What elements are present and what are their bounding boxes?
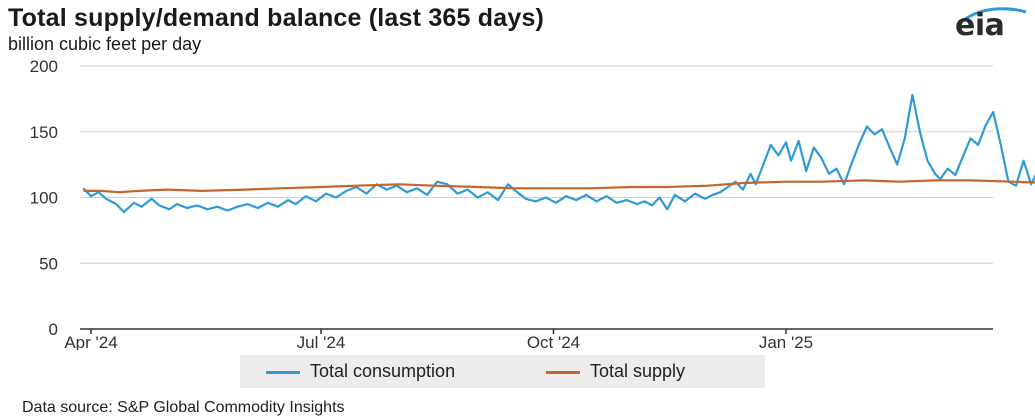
y-axis-ticks: 0 50 100 150 200 <box>30 57 58 339</box>
eia-logo-swoosh-icon <box>963 7 1027 22</box>
y-tick-label: 50 <box>39 254 58 273</box>
series-lines <box>82 93 1035 214</box>
eia-logo: eia <box>955 8 1005 43</box>
series-line-total-supply <box>83 179 1035 194</box>
legend-swatch-consumption <box>266 371 300 374</box>
chart-subtitle: billion cubic feet per day <box>8 34 202 54</box>
y-tick-label: 200 <box>30 57 58 76</box>
chart-legend: Total consumption Total supply <box>240 355 765 388</box>
legend-swatch-supply <box>546 371 580 374</box>
grid-lines <box>80 65 993 264</box>
x-tick-label: Oct '24 <box>527 333 580 350</box>
x-tick-label: Jan '25 <box>759 333 813 350</box>
data-source: Data source: S&P Global Commodity Insigh… <box>22 399 345 416</box>
x-tick-label: Apr '24 <box>64 333 117 350</box>
y-tick-label: 150 <box>30 123 58 142</box>
series-line-total-consumption <box>82 93 1035 214</box>
legend-label-consumption: Total consumption <box>310 361 456 381</box>
legend-label-supply: Total supply <box>590 361 686 381</box>
chart-title: Total supply/demand balance (last 365 da… <box>8 4 545 32</box>
y-tick-label: 0 <box>49 320 58 339</box>
y-tick-label: 100 <box>30 189 58 208</box>
x-axis: Apr '24 Jul '24 Oct '24 Jan '25 <box>64 328 993 350</box>
line-chart: 0 50 100 150 200 Apr '24 Jul '24 Oct '24 Jan '2… <box>30 57 1035 350</box>
x-tick-label: Jul '24 <box>297 333 346 350</box>
